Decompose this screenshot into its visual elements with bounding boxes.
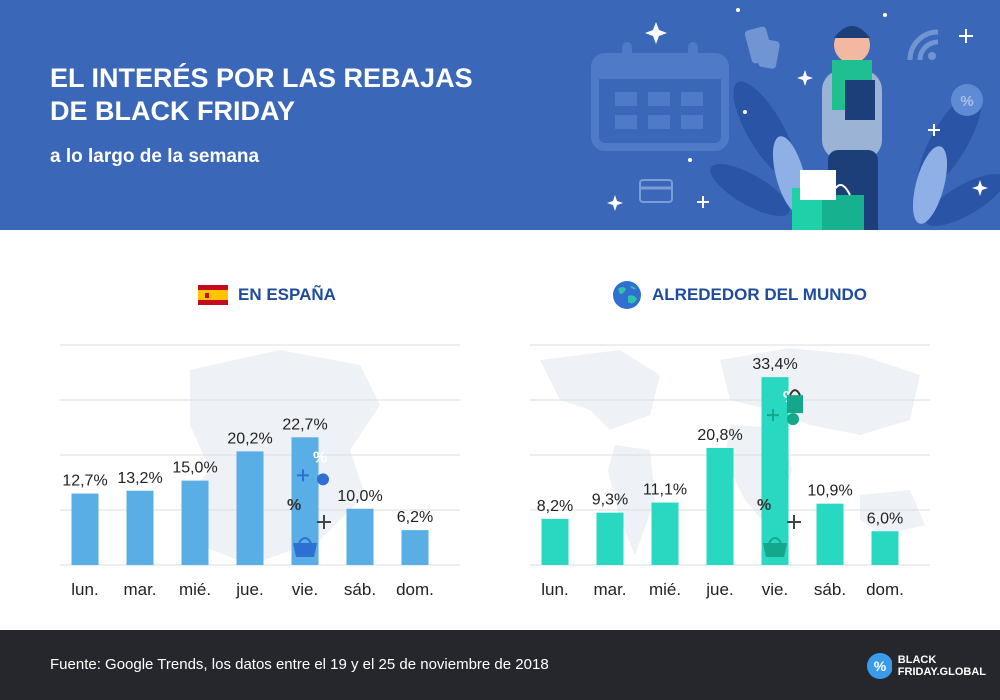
wifi-icon — [907, 29, 939, 61]
world-category-label: mar. — [593, 580, 626, 599]
es-bar-mar. — [126, 490, 154, 565]
es-bar-dom. — [401, 530, 429, 565]
world-bar-chart: 8,2% lun. 9,3% mar. 11,1% mié. 20,8% jue. 33,4% v… — [530, 344, 930, 599]
brand-logo[interactable]: % BLACK FRIDAY.GLOBAL — [866, 646, 986, 686]
shopping-illustration: % — [591, 8, 1000, 230]
source-note: Fuente: Google Trends, los datos entre e… — [50, 656, 549, 673]
world-bar-jue. — [706, 448, 734, 565]
es-bar-jue. — [236, 451, 264, 565]
logo-line-1: BLACK — [897, 654, 937, 666]
es-value-label: 6,2% — [397, 509, 433, 526]
bag-handle — [789, 389, 801, 396]
price-tag-icon — [744, 26, 780, 69]
world-highlight-decoration: %% — [757, 389, 803, 557]
percent-sign-icon: % — [313, 449, 327, 466]
es-bar-lun. — [71, 493, 99, 565]
world-bar-sáb. — [816, 503, 844, 565]
world-value-label: 11,1% — [643, 482, 687, 499]
header-banner: EL INTERÉS POR LAS REBAJAS DE BLACK FRID… — [0, 0, 1000, 230]
es-value-label: 22,7% — [282, 416, 327, 433]
footer: Fuente: Google Trends, los datos entre e… — [0, 630, 1000, 700]
logo-line-2: FRIDAY.GLOBAL — [897, 666, 986, 678]
spain-flag-icon — [198, 285, 228, 305]
page-subtitle: a lo largo de la semana — [50, 146, 260, 167]
shopping-bags-icon — [792, 170, 864, 230]
es-value-label: 10,0% — [337, 488, 382, 505]
es-category-label: sáb. — [344, 580, 376, 599]
world-category-label: lun. — [541, 580, 568, 599]
plus-icons — [697, 29, 973, 208]
percent-sign-icon: % — [757, 497, 771, 514]
es-category-label: mar. — [123, 580, 156, 599]
percent-sign-icon: % — [287, 497, 301, 514]
es-category-label: mié. — [179, 580, 211, 599]
basket-icon — [763, 543, 787, 557]
world-heading: ALREDEDOR DEL MUNDO — [612, 280, 867, 310]
spain-bar-chart: 12,7% lun. 13,2% mar. 15,0% mié. 20,2% jue. 22,7… — [60, 344, 460, 599]
globe-icon — [613, 281, 641, 309]
basket-icon — [293, 543, 317, 557]
world-bar-dom. — [871, 531, 899, 565]
es-bar-sáb. — [346, 508, 374, 565]
world-bar-lun. — [541, 518, 569, 565]
world-category-label: jue. — [705, 580, 733, 599]
world-value-label: 10,9% — [807, 483, 852, 500]
world-value-label: 33,4% — [752, 356, 797, 373]
svg-text:%: % — [874, 658, 887, 674]
charts-area: EN ESPAÑA ALREDEDOR DEL MUNDO 12,7% lun. 1… — [0, 230, 1000, 630]
es-highlight-decoration: %% — [287, 449, 331, 557]
world-category-label: vie. — [762, 580, 788, 599]
world-category-label: mié. — [649, 580, 681, 599]
title-line-2: DE BLACK FRIDAY — [50, 96, 296, 126]
spain-heading-label: EN ESPAÑA — [238, 285, 336, 304]
spain-heading: EN ESPAÑA — [198, 280, 336, 310]
es-bar-mié. — [181, 480, 209, 565]
world-heading-label: ALREDEDOR DEL MUNDO — [652, 285, 868, 304]
plus-circle-icon — [787, 413, 799, 426]
world-bar-mar. — [596, 512, 624, 565]
world-bar-vie. — [761, 377, 789, 565]
world-value-label: 20,8% — [697, 427, 742, 444]
logo-percent-icon: % — [867, 653, 892, 679]
es-category-label: dom. — [396, 580, 434, 599]
svg-text:%: % — [960, 93, 973, 110]
world-category-label: sáb. — [814, 580, 846, 599]
es-category-label: jue. — [235, 580, 263, 599]
basket-handle — [298, 537, 312, 544]
es-value-label: 20,2% — [227, 430, 272, 447]
percent-badge-icon: % — [951, 84, 983, 116]
bag-icon — [787, 395, 803, 414]
page-title: EL INTERÉS POR LAS REBAJAS DE BLACK FRID… — [50, 62, 570, 128]
es-value-label: 13,2% — [117, 470, 162, 487]
es-value-label: 15,0% — [172, 460, 217, 477]
es-value-label: 12,7% — [62, 473, 107, 490]
logo-text: BLACK FRIDAY.GLOBAL — [898, 654, 986, 678]
spain-map-silhouette — [180, 350, 380, 565]
credit-card-icon — [639, 179, 673, 203]
basket-handle — [768, 537, 782, 544]
es-category-label: vie. — [292, 580, 318, 599]
world-bar-mié. — [651, 502, 679, 565]
world-value-label: 6,0% — [867, 510, 903, 527]
es-category-label: lun. — [71, 580, 98, 599]
world-category-label: dom. — [866, 580, 904, 599]
world-value-label: 9,3% — [592, 492, 628, 509]
calendar-icon — [591, 42, 729, 151]
world-value-label: 8,2% — [537, 498, 573, 515]
sparkle-icons — [607, 8, 988, 211]
plus-circle-icon — [317, 473, 329, 486]
title-line-1: EL INTERÉS POR LAS REBAJAS — [50, 63, 473, 93]
